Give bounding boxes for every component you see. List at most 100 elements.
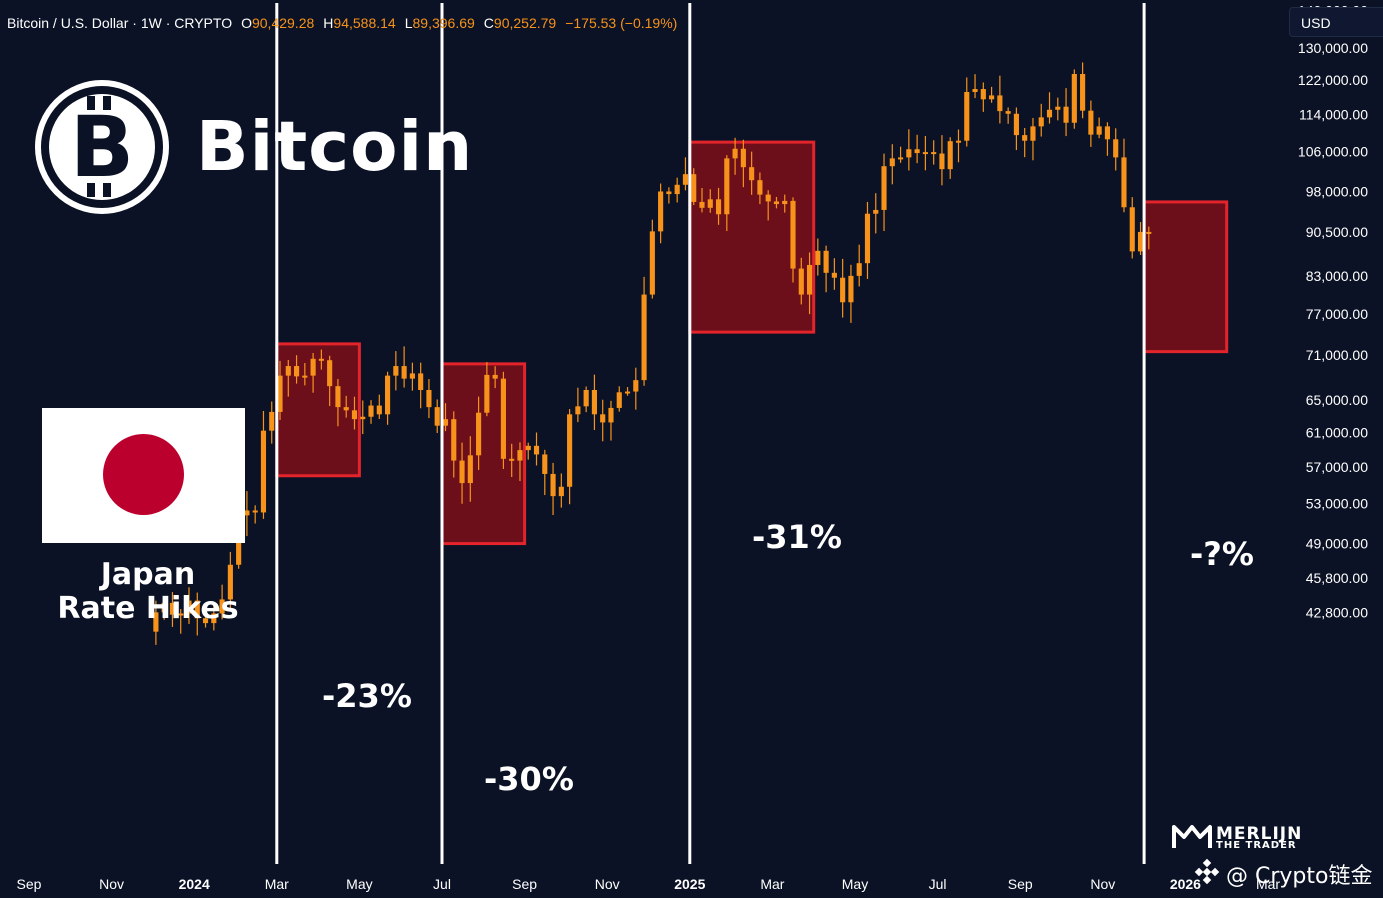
candle-body <box>509 458 515 461</box>
candle-body <box>757 180 763 195</box>
y-tick-label: 98,000.00 <box>1306 183 1368 199</box>
low-label: L <box>404 15 413 31</box>
candle-body <box>931 152 937 155</box>
candle-body <box>525 445 531 451</box>
candle-body <box>707 199 713 208</box>
candle-body <box>997 95 1003 112</box>
candle-body <box>476 412 482 456</box>
candle-body <box>1080 73 1086 111</box>
x-tick-label: Mar <box>760 876 784 892</box>
candle-body <box>269 411 275 431</box>
candle-body <box>1005 111 1011 114</box>
symbol-label: Bitcoin / U.S. Dollar · 1W · CRYPTO <box>7 15 233 31</box>
candle-body <box>898 157 904 160</box>
y-tick-label: 53,000.00 <box>1306 496 1368 512</box>
candle-body <box>782 200 788 205</box>
x-tick-label: 2025 <box>674 876 705 892</box>
candle-body <box>327 360 333 387</box>
drawdown-label-4: -?% <box>1190 535 1254 573</box>
candle-body <box>972 89 978 92</box>
candle-body <box>434 407 440 426</box>
low-value: 89,396.69 <box>412 15 475 31</box>
japan-label-line1: Japan <box>100 557 196 592</box>
candle-body <box>1088 110 1094 135</box>
candle-body <box>409 373 415 379</box>
candle-body <box>641 294 647 381</box>
candle-body <box>385 375 391 415</box>
candle-body <box>674 184 680 195</box>
candle-body <box>550 473 556 497</box>
x-tick-label: Jul <box>929 876 947 892</box>
candle-body <box>542 454 548 474</box>
change-value: −175.53 (−0.19%) <box>565 15 678 31</box>
candle-body <box>575 406 581 415</box>
candle-body <box>856 263 862 276</box>
candle-body <box>815 250 821 265</box>
x-tick-label: Sep <box>1008 876 1033 892</box>
candle-body <box>1055 106 1061 110</box>
candle-body <box>533 445 540 455</box>
candle-body <box>1022 135 1028 141</box>
candle-body <box>1063 106 1069 123</box>
candle-body <box>343 407 349 411</box>
candle-body <box>666 191 672 195</box>
japan-label-line2: Rate Hikes <box>57 591 239 626</box>
candle-body <box>732 148 738 159</box>
bitcoin-title: Bitcoin <box>196 107 474 187</box>
y-tick-label: 57,000.00 <box>1306 459 1368 475</box>
x-tick-label: Nov <box>99 876 124 892</box>
candle-body <box>219 599 225 614</box>
candle-body <box>608 407 614 423</box>
candle-body <box>1013 113 1019 136</box>
candle-body <box>616 392 622 408</box>
x-tick-label: May <box>346 876 372 892</box>
candle-body <box>658 191 664 232</box>
close-value: 90,252.79 <box>493 15 557 31</box>
candle-body <box>682 174 689 185</box>
y-tick-label: 114,000.00 <box>1299 107 1368 123</box>
x-tick-label: Sep <box>512 876 537 892</box>
candle-body <box>500 378 506 459</box>
diamond-logo-icon <box>1194 858 1220 885</box>
candle-body <box>153 612 159 632</box>
y-tick-label: 122,000.00 <box>1298 72 1368 88</box>
candle-body <box>1146 231 1152 234</box>
candle-body <box>558 486 564 497</box>
candle-body <box>335 386 341 408</box>
candle-body <box>442 419 449 426</box>
candle-body <box>1030 126 1036 141</box>
y-tick-label: 90,500.00 <box>1306 224 1368 240</box>
candle-body <box>1113 139 1119 158</box>
x-tick-label: Nov <box>1090 876 1115 892</box>
drawdown-box-4 <box>1142 200 1229 354</box>
x-tick-label: Nov <box>595 876 620 892</box>
watermark-credit: @ Crypto链金 <box>1226 864 1373 889</box>
candle-body <box>906 149 912 158</box>
candle-body <box>178 613 184 616</box>
drawdown-label-1: -23% <box>322 677 412 715</box>
candle-body <box>194 600 200 619</box>
open-value: 90,429.28 <box>251 15 315 31</box>
x-tick-label: Jul <box>433 876 451 892</box>
y-tick-label: 71,000.00 <box>1306 347 1368 363</box>
candle-body <box>169 602 176 615</box>
candle-body <box>881 166 887 210</box>
y-tick-label: 45,800.00 <box>1306 570 1368 586</box>
y-tick-label: 49,000.00 <box>1306 536 1368 552</box>
candle-body <box>749 167 755 181</box>
candle-body <box>1121 157 1127 208</box>
candle-body <box>360 416 366 420</box>
candle-body <box>467 455 473 484</box>
candle-body <box>740 148 746 168</box>
currency-button[interactable]: USD <box>1289 7 1383 37</box>
candle-body <box>823 250 829 273</box>
candle-body <box>211 613 217 624</box>
close-label: C <box>483 15 494 31</box>
candle-body <box>401 366 407 379</box>
candle-body <box>186 600 192 614</box>
candle-body <box>451 419 457 461</box>
candle-body <box>517 450 523 461</box>
candle-body <box>1071 73 1077 123</box>
candle-body <box>1104 126 1110 140</box>
